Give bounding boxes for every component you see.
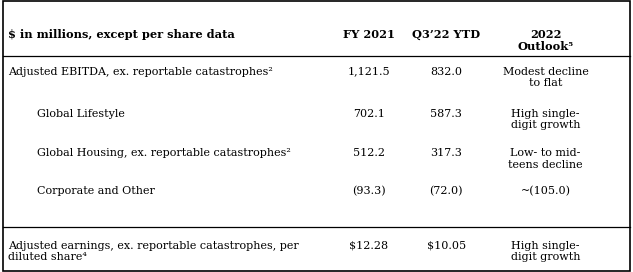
Text: $ in millions, except per share data: $ in millions, except per share data (8, 29, 234, 39)
Text: 512.2: 512.2 (353, 148, 385, 158)
Text: Low- to mid-
teens decline: Low- to mid- teens decline (508, 148, 583, 170)
Text: High single-
digit growth: High single- digit growth (511, 241, 580, 262)
Text: (72.0): (72.0) (430, 186, 463, 197)
Text: High single-
digit growth: High single- digit growth (511, 109, 580, 130)
Text: Corporate and Other: Corporate and Other (37, 186, 154, 196)
Text: ~(105.0): ~(105.0) (521, 186, 570, 197)
Text: Adjusted earnings, ex. reportable catastrophes, per
diluted share⁴: Adjusted earnings, ex. reportable catast… (8, 241, 298, 262)
FancyBboxPatch shape (3, 1, 630, 271)
Text: Global Housing, ex. reportable catastrophes²: Global Housing, ex. reportable catastrop… (37, 148, 291, 158)
Text: (93.3): (93.3) (352, 186, 386, 197)
Text: 317.3: 317.3 (430, 148, 462, 158)
Text: Q3’22 YTD: Q3’22 YTD (412, 29, 480, 39)
Text: $10.05: $10.05 (427, 241, 466, 251)
Text: Adjusted EBITDA, ex. reportable catastrophes²: Adjusted EBITDA, ex. reportable catastro… (8, 67, 272, 77)
Text: 587.3: 587.3 (430, 109, 462, 119)
Text: 1,121.5: 1,121.5 (348, 67, 391, 77)
Text: 702.1: 702.1 (353, 109, 385, 119)
Text: 832.0: 832.0 (430, 67, 462, 77)
Text: Global Lifestyle: Global Lifestyle (37, 109, 125, 119)
Text: 2022
Outlook⁵: 2022 Outlook⁵ (518, 29, 573, 52)
Text: Modest decline
to flat: Modest decline to flat (503, 67, 589, 88)
Text: FY 2021: FY 2021 (343, 29, 395, 39)
Text: $12.28: $12.28 (349, 241, 389, 251)
